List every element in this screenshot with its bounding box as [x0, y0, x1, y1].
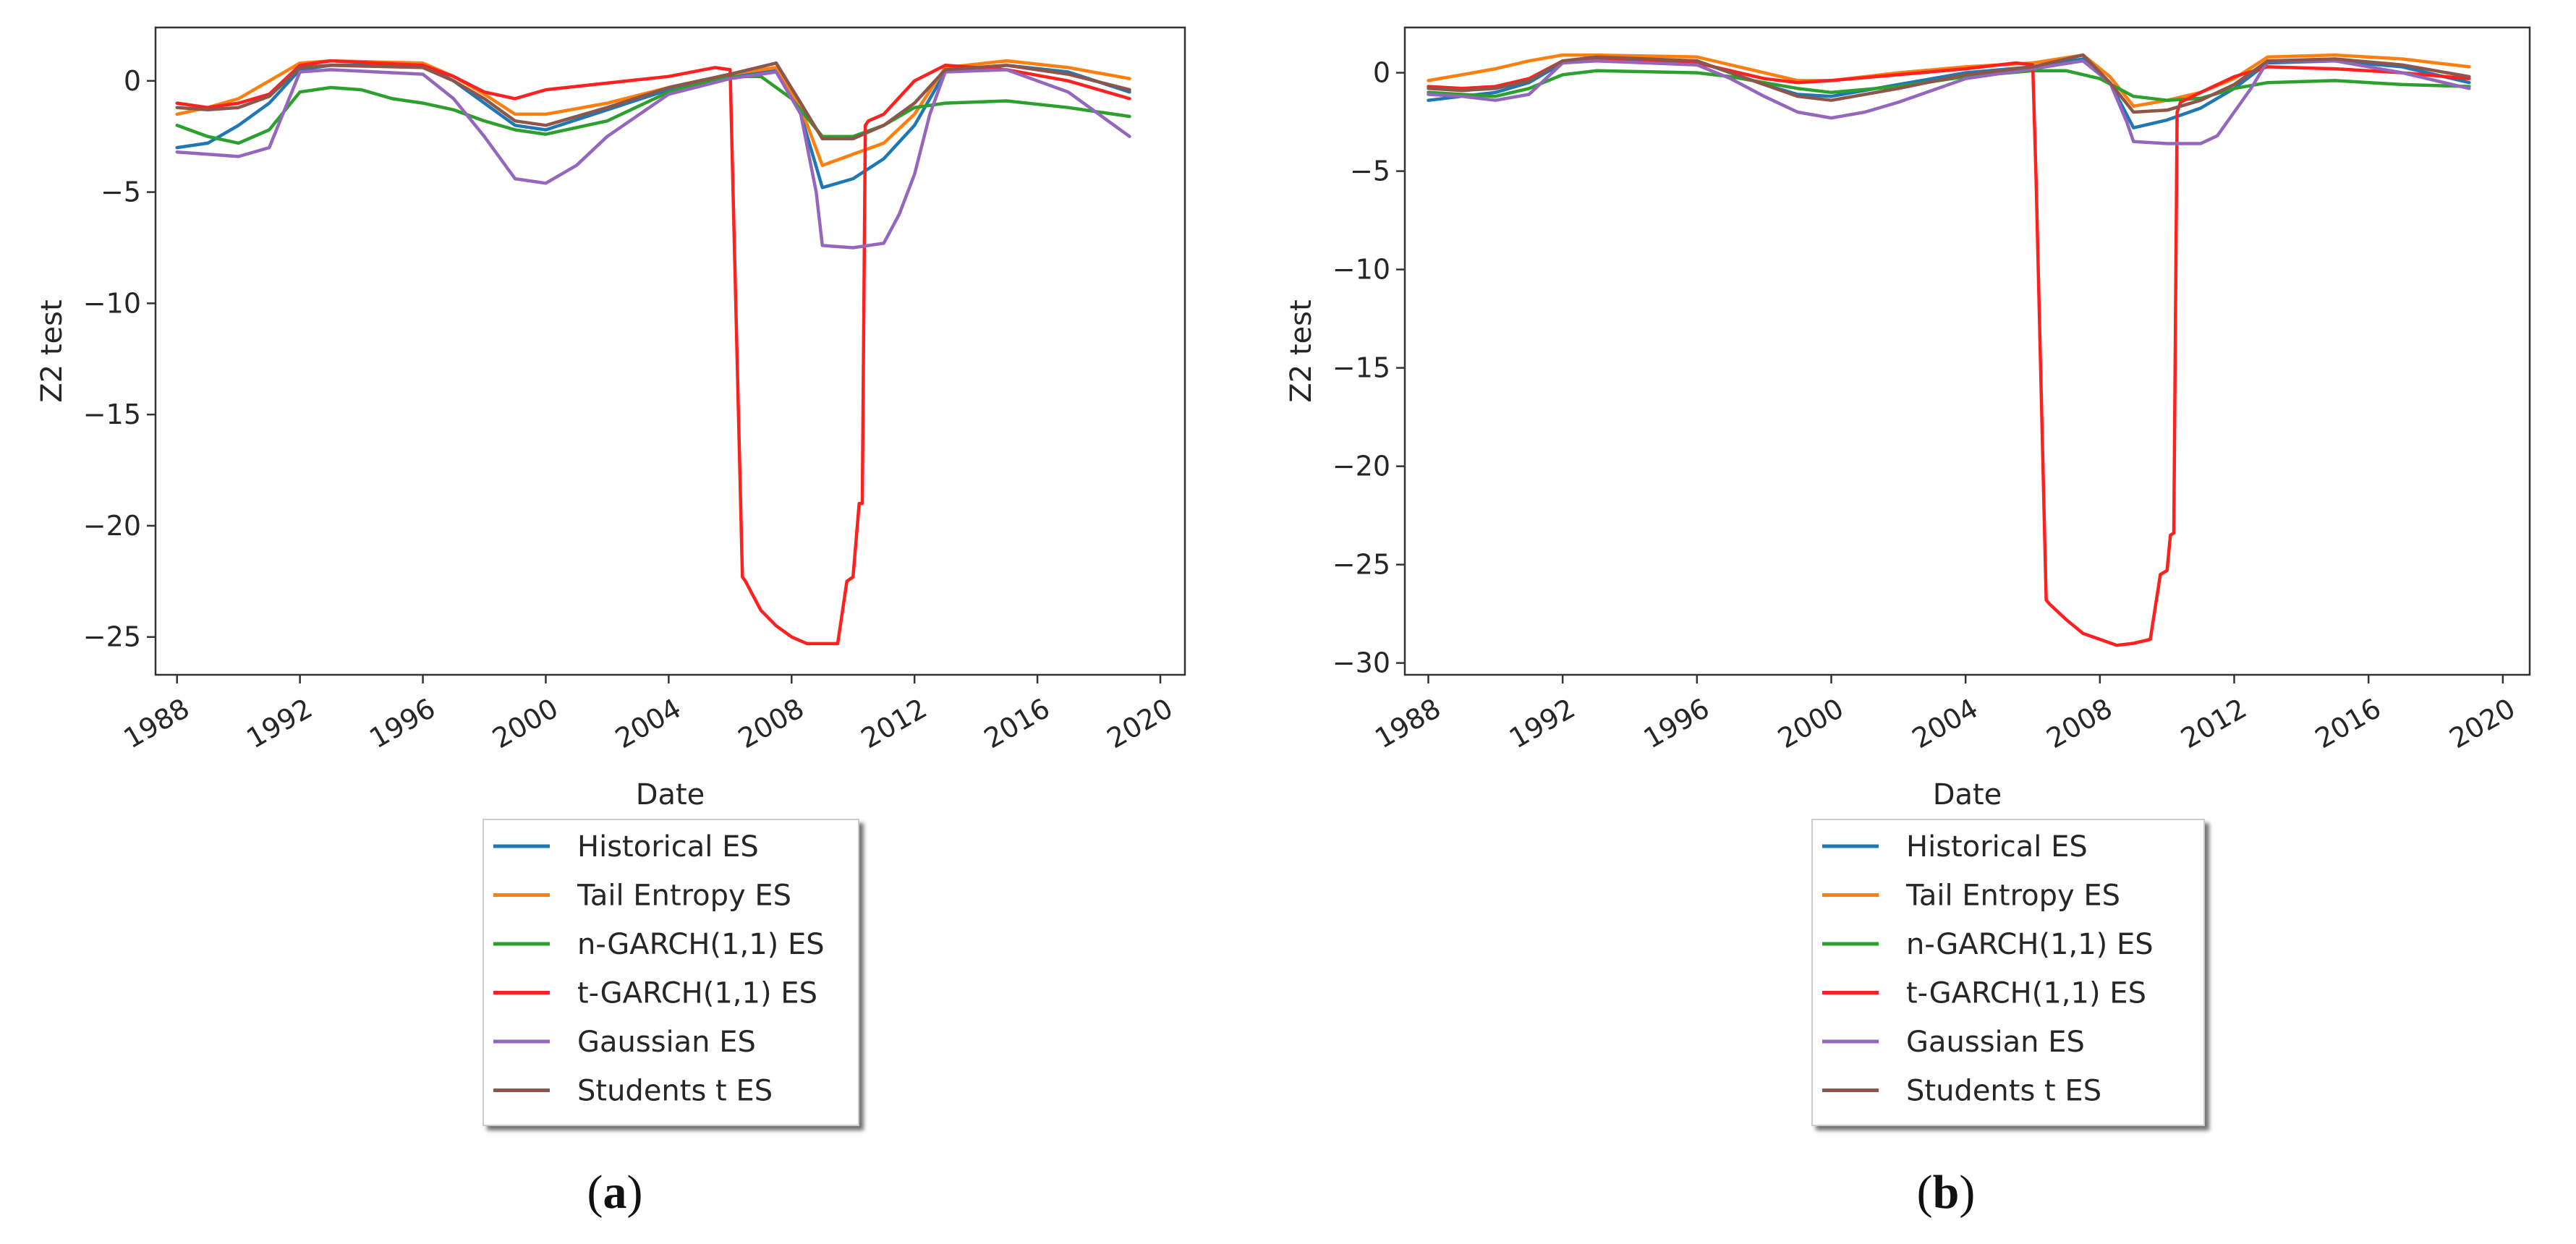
- legend-label: Tail Entropy ES: [577, 879, 791, 913]
- y-tick-label: −10: [83, 287, 141, 319]
- panel-a-legend-box: [483, 819, 859, 1126]
- x-tick-label: 1996: [1638, 692, 1715, 754]
- legend-label: Historical ES: [577, 830, 759, 864]
- series-line-t-garch-1-1-es: [175, 59, 1131, 646]
- panel-b-x-ticks: 1988 1992 1996 2000 2004 2008 2012 2016 2020: [1369, 675, 2520, 754]
- x-tick-label: 2000: [1772, 692, 1849, 754]
- panel-a-x-ticks: 1988 1992 1996 2000 2004 2008 2012 2016 2020: [118, 675, 1178, 754]
- x-tick-label: 2008: [2041, 692, 2118, 754]
- x-tick-label: 1988: [1369, 692, 1446, 754]
- series-line-students-t-es: [175, 61, 1131, 141]
- y-tick-label: −25: [83, 621, 141, 653]
- x-tick-label: 2016: [979, 692, 1055, 754]
- panel-b-caption-open-paren: (: [1917, 1166, 1933, 1219]
- x-tick-label: 2016: [2310, 692, 2386, 754]
- y-tick-label: −15: [83, 399, 141, 430]
- panel-a-caption-letter: a: [603, 1166, 627, 1219]
- x-tick-label: 1996: [364, 692, 441, 754]
- series-line-historical-es: [175, 64, 1131, 189]
- panel-b-legend: Historical ES Tail Entropy ES n-GARCH(1,1)…: [1811, 819, 2205, 1126]
- y-tick-label: 0: [1373, 57, 1390, 89]
- panel-a-x-axis-label: Date: [636, 778, 705, 811]
- x-tick-label: 2004: [1907, 692, 1984, 754]
- legend-label: Students t ES: [577, 1075, 773, 1108]
- series-line-t-garch-1-1-es: [1427, 57, 2471, 647]
- panel-b-legend-box: [1811, 819, 2205, 1126]
- x-tick-label: 1992: [241, 692, 318, 754]
- panel-a-legend: Historical ES Tail Entropy ES n-GARCH(1,1)…: [483, 819, 859, 1126]
- legend-label: n-GARCH(1,1) ES: [1906, 928, 2154, 961]
- x-tick-label: 2020: [1102, 692, 1178, 754]
- series-line-students-t-es: [1427, 53, 2471, 114]
- panel-a-plot-frame: [154, 26, 1186, 676]
- x-tick-label: 2008: [733, 692, 809, 754]
- panel-a-y-axis-label: Z2 test: [35, 299, 69, 402]
- panel-a-caption: (a): [587, 1166, 643, 1219]
- x-tick-label: 2004: [610, 692, 686, 754]
- x-tick-label: 2020: [2444, 692, 2521, 754]
- panel-b-plot-frame: [1403, 26, 2531, 676]
- x-tick-label: 2012: [2175, 692, 2252, 754]
- panel-a-caption-close-paren: ): [627, 1166, 643, 1219]
- y-tick-label: −5: [101, 176, 141, 208]
- panel-b-caption-letter: b: [1933, 1166, 1960, 1219]
- series-line-gaussian-es: [175, 68, 1131, 250]
- x-tick-label: 1988: [118, 692, 195, 754]
- y-tick-label: 0: [124, 65, 141, 97]
- panel-a-caption-open-paren: (: [587, 1166, 603, 1219]
- legend-label: Students t ES: [1906, 1075, 2101, 1108]
- legend-label: n-GARCH(1,1) ES: [577, 928, 825, 961]
- legend-label: Gaussian ES: [577, 1026, 756, 1059]
- panel-b-y-ticks: 0 −5 −10 −15 −20 −25 −30: [1332, 57, 1405, 679]
- panel-b-caption-close-paren: ): [1959, 1166, 1975, 1219]
- panel-a: 1988 1992 1996 2000 2004 2008 2012 2016 2020 0 −5…: [35, 26, 1186, 1219]
- y-tick-label: −20: [1332, 451, 1390, 482]
- series-line-n-garch-1-1-es: [175, 74, 1131, 145]
- panel-a-y-ticks: 0 −5 −10 −15 −20 −25: [83, 65, 156, 653]
- legend-label: t-GARCH(1,1) ES: [577, 977, 817, 1010]
- series-line-gaussian-es: [1427, 59, 2471, 145]
- y-tick-label: −30: [1332, 647, 1390, 679]
- y-tick-label: −15: [1332, 352, 1390, 384]
- legend-label: t-GARCH(1,1) ES: [1906, 977, 2146, 1010]
- panel-a-lines: [175, 59, 1131, 646]
- panel-b-x-axis-label: Date: [1933, 778, 2002, 811]
- panel-b-lines: [1427, 53, 2471, 647]
- y-tick-label: −20: [83, 510, 141, 542]
- x-tick-label: 2012: [856, 692, 932, 754]
- panel-b-y-axis-label: Z2 test: [1285, 299, 1318, 402]
- x-tick-label: 1992: [1504, 692, 1581, 754]
- legend-label: Tail Entropy ES: [1905, 879, 2120, 913]
- panel-b: 1988 1992 1996 2000 2004 2008 2012 2016 2020 0 −5…: [1285, 26, 2531, 1219]
- legend-label: Historical ES: [1906, 830, 2088, 864]
- y-tick-label: −10: [1332, 254, 1390, 286]
- y-tick-label: −25: [1332, 549, 1390, 581]
- x-tick-label: 2000: [487, 692, 564, 754]
- legend-label: Gaussian ES: [1906, 1026, 2085, 1059]
- panel-b-caption: (b): [1917, 1166, 1976, 1219]
- y-tick-label: −5: [1350, 156, 1390, 187]
